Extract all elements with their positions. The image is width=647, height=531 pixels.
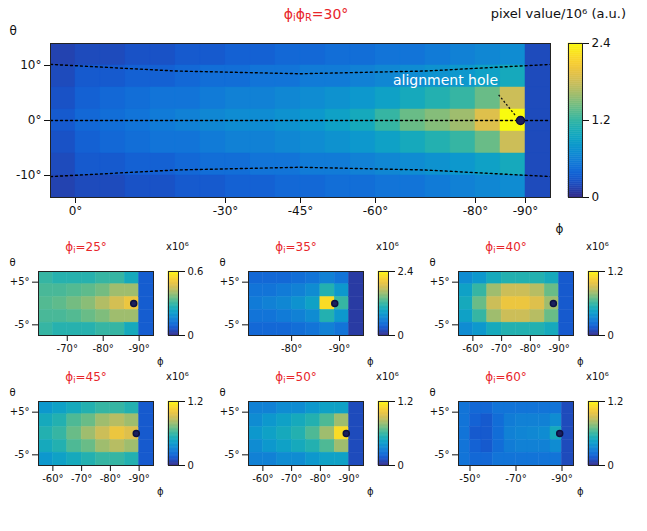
svg-text:-5°: -5° xyxy=(435,319,450,330)
svg-text:θ: θ xyxy=(220,257,226,268)
svg-text:+5°: +5° xyxy=(220,276,240,287)
svg-text:ϕ: ϕ xyxy=(556,222,564,236)
svg-text:2.4: 2.4 xyxy=(592,36,611,50)
svg-text:0°: 0° xyxy=(28,113,42,127)
svg-text:1.2: 1.2 xyxy=(608,266,624,277)
html-text:x10⁶: x10⁶ xyxy=(376,371,399,382)
svg-text:-45°: -45° xyxy=(288,204,314,218)
svg-text:-90°: -90° xyxy=(551,473,572,484)
svg-text:-80°: -80° xyxy=(463,204,489,218)
svg-text:θ: θ xyxy=(10,257,16,268)
svg-text:-70°: -70° xyxy=(71,473,92,484)
svg-text:1.2: 1.2 xyxy=(188,396,204,407)
svg-text:-10°: -10° xyxy=(16,168,42,182)
svg-text:1.2: 1.2 xyxy=(608,396,624,407)
svg-text:θ: θ xyxy=(10,387,16,398)
svg-text:-70°: -70° xyxy=(281,473,302,484)
svg-text:0: 0 xyxy=(398,330,404,341)
svg-text:-60°: -60° xyxy=(42,473,63,484)
svg-text:-70°: -70° xyxy=(57,343,78,354)
svg-text:-5°: -5° xyxy=(225,449,240,460)
svg-text:-90°: -90° xyxy=(338,473,359,484)
svg-text:0: 0 xyxy=(592,190,600,204)
html-text:x10⁶: x10⁶ xyxy=(166,371,189,382)
html-text:x10⁶: x10⁶ xyxy=(166,241,189,252)
svg-text:2.4: 2.4 xyxy=(398,266,414,277)
svg-text:-70°: -70° xyxy=(505,473,526,484)
svg-text:-60°: -60° xyxy=(252,473,273,484)
svg-text:0: 0 xyxy=(608,460,614,471)
html-text:x10⁶: x10⁶ xyxy=(586,371,609,382)
svg-text:-5°: -5° xyxy=(435,449,450,460)
svg-text:1.2: 1.2 xyxy=(592,113,611,127)
svg-text:0: 0 xyxy=(398,460,404,471)
html-text:ϕi=45°: ϕi=45° xyxy=(65,370,107,386)
svg-text:-90°: -90° xyxy=(128,473,149,484)
svg-text:-50°: -50° xyxy=(459,473,480,484)
svg-text:θ: θ xyxy=(10,24,17,38)
html-text:ϕiϕR=30°: ϕiϕR=30° xyxy=(283,6,349,24)
html-text:pixel value/10⁶ (a.u.): pixel value/10⁶ (a.u.) xyxy=(490,6,626,21)
svg-text:0°: 0° xyxy=(69,204,83,218)
svg-text:-90°: -90° xyxy=(548,343,569,354)
html-text:ϕi=50°: ϕi=50° xyxy=(275,370,317,386)
svg-text:0: 0 xyxy=(188,330,194,341)
svg-text:-70°: -70° xyxy=(491,343,512,354)
svg-text:0.6: 0.6 xyxy=(188,266,204,277)
svg-text:ϕ: ϕ xyxy=(157,486,164,497)
svg-text:+5°: +5° xyxy=(10,276,30,287)
svg-text:+5°: +5° xyxy=(10,406,30,417)
svg-text:10°: 10° xyxy=(20,58,41,72)
html-text:x10⁶: x10⁶ xyxy=(586,241,609,252)
svg-text:1.2: 1.2 xyxy=(398,396,414,407)
svg-text:-90°: -90° xyxy=(513,204,539,218)
svg-text:-5°: -5° xyxy=(225,319,240,330)
svg-text:-80°: -80° xyxy=(93,343,114,354)
html-text:ϕi=25°: ϕi=25° xyxy=(65,240,107,256)
html-text:x10⁶: x10⁶ xyxy=(376,241,399,252)
svg-text:+5°: +5° xyxy=(430,276,450,287)
svg-text:0: 0 xyxy=(188,460,194,471)
svg-text:0: 0 xyxy=(608,330,614,341)
svg-text:-60°: -60° xyxy=(363,204,389,218)
svg-text:-80°: -80° xyxy=(310,473,331,484)
html-text:ϕi=40°: ϕi=40° xyxy=(485,240,527,256)
html-text:ϕi=35°: ϕi=35° xyxy=(275,240,317,256)
svg-text:ϕ: ϕ xyxy=(157,356,164,367)
svg-text:-30°: -30° xyxy=(213,204,239,218)
svg-text:θ: θ xyxy=(430,257,436,268)
svg-text:alignment hole: alignment hole xyxy=(393,72,498,88)
html-text:ϕi=60°: ϕi=60° xyxy=(485,370,527,386)
svg-text:ϕ: ϕ xyxy=(367,486,374,497)
svg-text:-80°: -80° xyxy=(281,343,302,354)
svg-text:ϕ: ϕ xyxy=(367,356,374,367)
svg-text:-80°: -80° xyxy=(100,473,121,484)
svg-text:+5°: +5° xyxy=(220,406,240,417)
svg-text:-80°: -80° xyxy=(520,343,541,354)
svg-text:-90°: -90° xyxy=(128,343,149,354)
svg-text:-90°: -90° xyxy=(329,343,350,354)
svg-text:ϕ: ϕ xyxy=(577,356,584,367)
svg-text:-60°: -60° xyxy=(462,343,483,354)
svg-text:-5°: -5° xyxy=(15,319,30,330)
svg-text:-5°: -5° xyxy=(15,449,30,460)
svg-text:θ: θ xyxy=(220,387,226,398)
svg-text:θ: θ xyxy=(430,387,436,398)
svg-text:ϕ: ϕ xyxy=(577,486,584,497)
svg-text:+5°: +5° xyxy=(430,406,450,417)
